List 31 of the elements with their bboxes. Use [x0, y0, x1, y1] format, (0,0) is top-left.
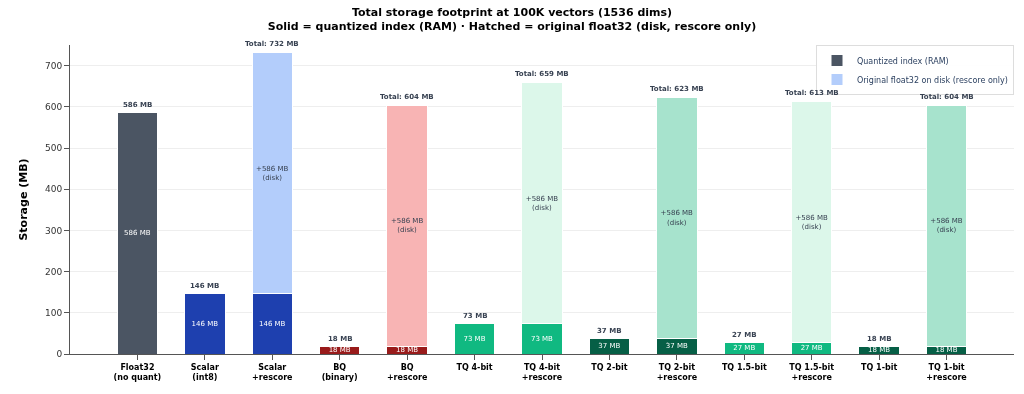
- bar: [723, 342, 766, 354]
- bar: [588, 338, 631, 354]
- bar: [184, 293, 226, 354]
- chart-title: Total storage footprint at 100K vectors (1536 dims): [351, 5, 673, 19]
- x-tick-label: TQ 2-bit: [591, 362, 628, 372]
- x-tick-label: BQ (binary): [321, 362, 358, 382]
- y-tick-label: 0: [56, 349, 63, 360]
- x-tick-label: TQ 1-bit: [861, 362, 898, 372]
- x-tick-label: TQ 1.5-bit +rescore: [789, 362, 835, 382]
- x-tick-label: TQ 1-bit +rescore: [926, 362, 968, 382]
- y-tick-label: 300: [45, 225, 63, 236]
- x-tick-label: BQ +rescore: [386, 362, 428, 382]
- x-tick-label: Scalar (int8): [190, 362, 219, 382]
- bar: [453, 323, 496, 354]
- y-tick-label: 400: [45, 184, 63, 195]
- x-tick-label: TQ 4-bit +rescore: [521, 362, 563, 382]
- bar: [116, 112, 159, 354]
- x-tick-label: TQ 1.5-bit: [721, 362, 767, 372]
- x-tick-label: TQ 2-bit +rescore: [656, 362, 698, 382]
- x-tick-label: Scalar +rescore: [252, 362, 294, 382]
- y-tick-label: 700: [45, 60, 63, 71]
- x-tick-label: Float32 (no quant): [113, 362, 162, 382]
- legend-label: Original float32 on disk (rescore only): [857, 75, 1008, 85]
- y-tick-label: 600: [45, 101, 63, 112]
- chart-subtitle: Solid = quantized index (RAM) · Hatched = original float32 (disk, rescore only): [267, 20, 757, 34]
- x-tick-label: TQ 4-bit: [456, 362, 493, 372]
- y-tick-label: 200: [45, 266, 63, 277]
- y-tick-label: 100: [45, 307, 63, 318]
- y-tick-label: 500: [45, 143, 63, 154]
- legend-label: Quantized index (RAM): [857, 56, 949, 66]
- y-axis-title: Storage (MB): [16, 158, 30, 241]
